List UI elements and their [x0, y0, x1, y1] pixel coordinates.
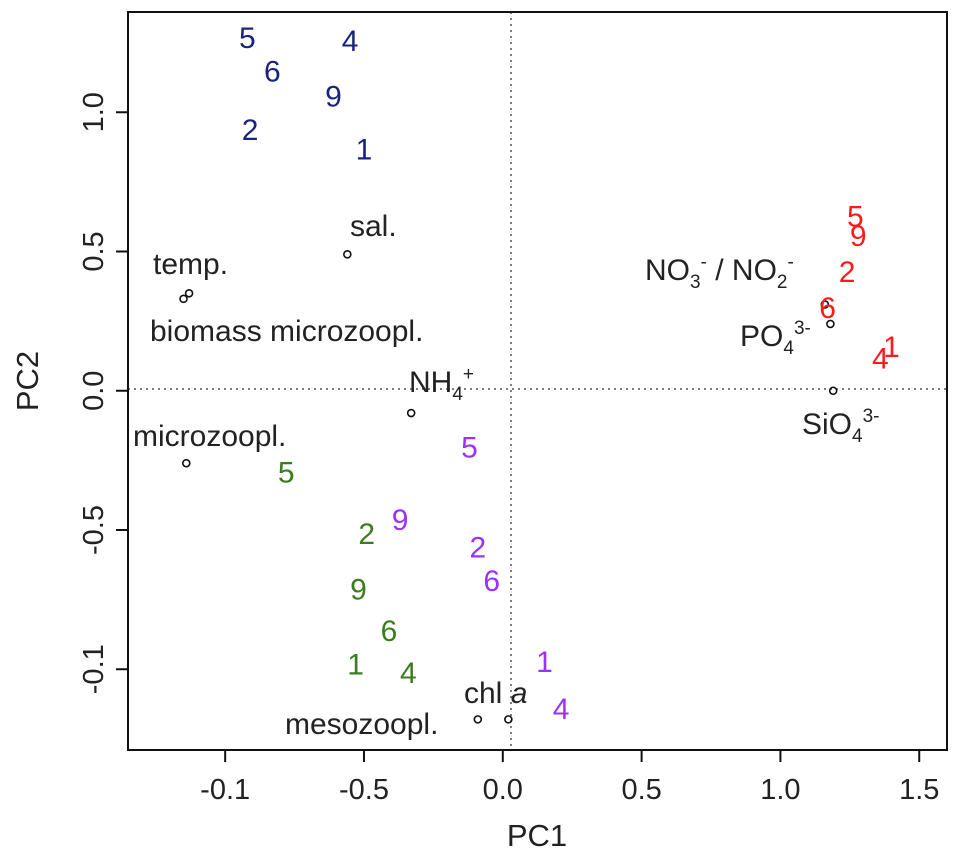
y-tick-label: 1.0 [78, 92, 110, 132]
sample-point: 6 [819, 292, 836, 325]
sample-point: 9 [325, 81, 342, 114]
label-sio4: SiO43- [802, 406, 880, 447]
sample-point: 1 [536, 646, 553, 679]
label-no3-no2: NO3- / NO2- [645, 252, 794, 293]
sample-point: 1 [883, 331, 900, 364]
sample-point: 4 [400, 657, 417, 690]
variable-marker-po43 [826, 319, 835, 329]
label-sal: sal. [350, 210, 397, 243]
label-biomass-microzoopl: biomass microzoopl. [150, 315, 423, 348]
x-tick-label: 0.5 [621, 774, 661, 806]
sample-point: 1 [356, 133, 373, 166]
label-nh4: NH4+ [409, 364, 474, 405]
variable-markers [179, 249, 838, 724]
x-tick-label: -0.5 [339, 774, 389, 806]
sample-point: 6 [381, 615, 398, 648]
variable-marker-nh4 [406, 408, 416, 418]
variable-marker-mesozoopl [473, 715, 483, 724]
x-axis: -0.1 -0.5 0.0 0.5 1.0 1.5 [200, 750, 939, 806]
x-tick-label: 0.0 [483, 774, 523, 806]
label-chl-a: chl a [464, 677, 527, 710]
y-tick-label: -0.5 [78, 505, 110, 555]
plot-frame [127, 11, 948, 751]
sample-point: 2 [839, 256, 856, 289]
sample-point: 2 [358, 518, 375, 551]
y-tick-label: -0.1 [78, 644, 110, 694]
sample-point: 4 [553, 693, 570, 726]
sample-point: 9 [392, 504, 409, 537]
sample-point: 5 [461, 431, 478, 464]
sample-point: 5 [847, 200, 864, 233]
sample-point: 2 [469, 532, 486, 565]
sample-point: 1 [347, 649, 364, 682]
sample-point: 4 [872, 342, 889, 375]
x-tick-label: 1.5 [899, 774, 939, 806]
variable-labels: temp. biomass microzoopl. sal. NH4+ micr… [133, 210, 880, 741]
sample-point: 6 [483, 565, 500, 598]
label-temp: temp. [153, 248, 228, 281]
y-tick-label: 0.5 [78, 231, 110, 271]
label-microzoopl: microzoopl. [133, 420, 286, 453]
sample-point: 4 [342, 25, 359, 58]
variable-marker-microzoopl [182, 458, 191, 468]
x-tick-label: -0.1 [200, 774, 250, 806]
label-po4: PO43- [740, 318, 811, 359]
variable-marker-temp [179, 294, 188, 304]
label-mesozoopl: mesozoopl. [285, 708, 438, 741]
variable-marker-no3-no2 [820, 300, 830, 309]
y-tick-label: 0.0 [78, 371, 110, 411]
sample-point: 6 [264, 55, 281, 88]
y-axis: -0.1 -0.5 0.0 0.5 1.0 [78, 92, 128, 694]
variable-marker-sio43 [828, 386, 838, 396]
sample-point: 9 [350, 573, 367, 606]
x-tick-label: 1.0 [760, 774, 800, 806]
y-axis-title: PC2 [10, 351, 45, 411]
sample-point: 5 [278, 457, 295, 490]
variable-marker-sal [343, 249, 352, 259]
sample-point: 2 [242, 114, 259, 147]
sample-point: 9 [850, 220, 867, 253]
x-axis-title: PC1 [507, 818, 567, 853]
sample-point: 5 [239, 22, 256, 55]
variable-marker-chl-a [504, 715, 513, 724]
variable-marker-biomass-microzoopl [184, 288, 194, 298]
